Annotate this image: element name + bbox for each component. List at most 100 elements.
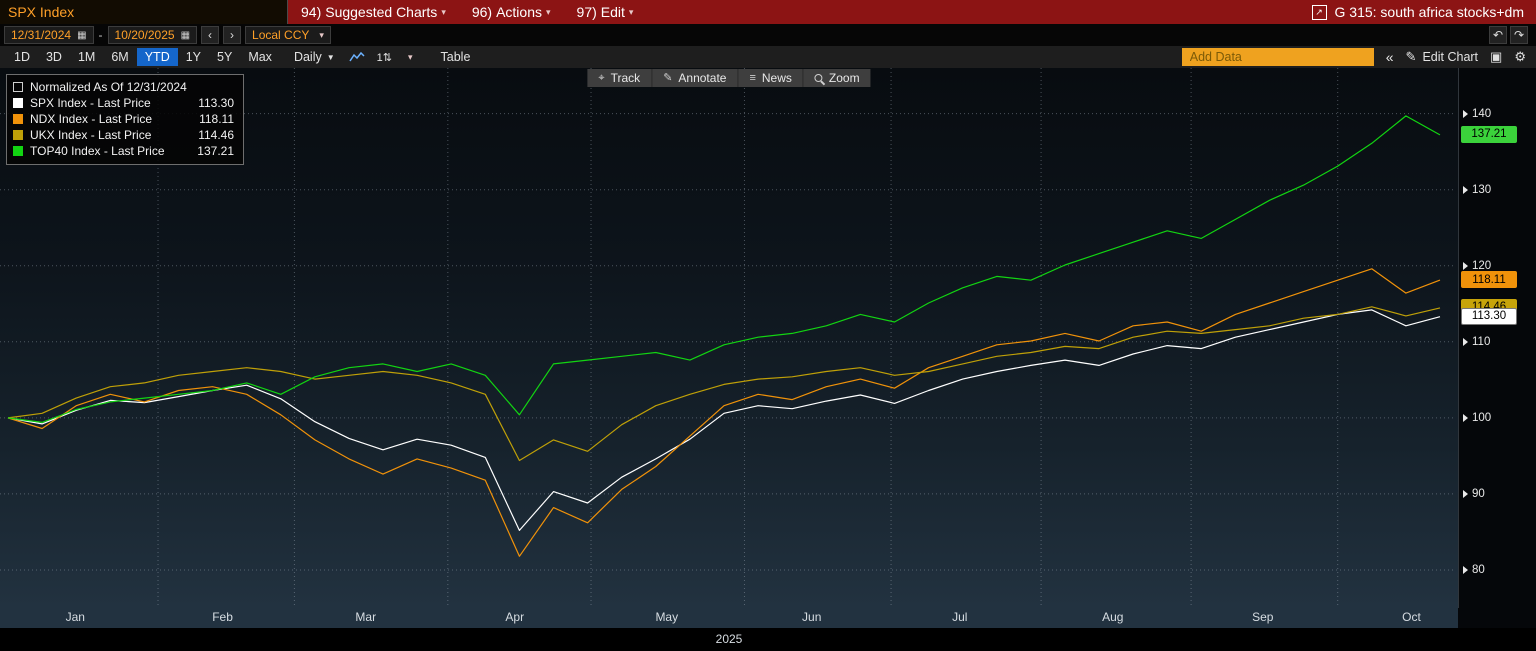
menu-actions[interactable]: 96) Actions ▾	[459, 0, 564, 24]
period-1m[interactable]: 1M	[77, 50, 96, 64]
launchpad-icon[interactable]: ↗	[1311, 4, 1327, 20]
y-tick-label: 90	[1463, 486, 1485, 502]
security-label: SPX Index	[8, 4, 75, 20]
edit-chart-button[interactable]: ✎ Edit Chart	[1406, 49, 1479, 65]
undo-button[interactable]: ↶	[1489, 26, 1507, 44]
date-separator: -	[98, 28, 103, 42]
plot-svg[interactable]	[0, 68, 1458, 608]
period-1y[interactable]: 1Y	[185, 50, 202, 64]
redo-icon: ↷	[1513, 28, 1525, 42]
layout-grid-icon[interactable]: ▣	[1490, 49, 1503, 64]
menu-number: 94)	[301, 4, 322, 20]
chart-title-area: ↗ G 315: south africa stocks+dm	[1311, 4, 1536, 20]
gear-icon[interactable]: ⚙	[1514, 49, 1526, 64]
x-axis[interactable]: Jan Feb Mar Apr May Jun Jul Aug Sep Oct	[0, 608, 1458, 628]
line-chart-type-button[interactable]	[343, 50, 371, 64]
zoom-label: Zoom	[828, 71, 860, 85]
last-price-badge: 113.30	[1461, 307, 1517, 325]
last-price-badge: 137.21	[1461, 125, 1517, 143]
menu-label: Actions	[496, 4, 542, 20]
edit-chart-label: Edit Chart	[1422, 50, 1479, 64]
x-month-label: Jun	[802, 610, 822, 624]
legend-item-top40[interactable]: TOP40 Index - Last Price 137.21	[13, 143, 234, 159]
legend-value: 137.21	[197, 144, 234, 158]
y-tick-label: 140	[1463, 106, 1491, 122]
x-month-label: Feb	[212, 610, 233, 624]
legend-item-spx[interactable]: SPX Index - Last Price 113.30	[13, 95, 234, 111]
frequency-value: Daily	[293, 50, 322, 64]
chart-legend: Normalized As Of 12/31/2024 SPX Index - …	[6, 74, 244, 165]
y-tick-label: 130	[1463, 182, 1491, 198]
chart-toolbar: 1D 3D 1M 6M YTD 1Y 5Y Max Daily ▼ 1⇅ ▾ T…	[0, 46, 1536, 68]
end-date-value: 10/20/2025	[114, 28, 175, 42]
y-axis[interactable]: 8090100110120130140137.21118.11114.46113…	[1458, 68, 1536, 608]
plot-region[interactable]: Normalized As Of 12/31/2024 SPX Index - …	[0, 68, 1458, 608]
annotate-label: Annotate	[678, 71, 727, 85]
collapse-panel-icon[interactable]: «	[1385, 49, 1394, 65]
period-ytd[interactable]: YTD	[136, 48, 178, 66]
period-3d[interactable]: 3D	[45, 50, 62, 64]
start-date-field[interactable]: 12/31/2024 ▦	[4, 26, 94, 44]
x-axis-row: Jan Feb Mar Apr May Jun Jul Aug Sep Oct	[0, 608, 1536, 628]
chevron-down-icon: ▾	[441, 6, 446, 17]
spx-swatch-icon	[13, 98, 23, 108]
ndx-swatch-icon	[13, 114, 23, 124]
chevron-down-icon: ▾	[546, 6, 551, 17]
currency-select[interactable]: Local CCY ▾	[245, 26, 331, 44]
menu-suggested-charts[interactable]: 94) Suggested Charts ▾	[288, 0, 459, 24]
y-tick-label: 120	[1463, 258, 1491, 274]
menu-edit[interactable]: 97) Edit ▾	[564, 0, 647, 24]
y-tick-label: 100	[1463, 410, 1491, 426]
track-label: Track	[610, 71, 641, 85]
redo-button[interactable]: ↷	[1510, 26, 1528, 44]
top40-swatch-icon	[13, 146, 23, 156]
date-bar: 12/31/2024 ▦ - 10/20/2025 ▦ ‹ › Local CC…	[0, 24, 1536, 46]
x-month-label: Aug	[1102, 610, 1124, 624]
period-6m[interactable]: 6M	[111, 50, 129, 64]
compare-axis-button[interactable]: 1⇅	[371, 50, 398, 65]
menu-number: 97)	[576, 4, 597, 20]
chart-area: Normalized As Of 12/31/2024 SPX Index - …	[0, 68, 1536, 608]
period-max[interactable]: Max	[248, 50, 272, 64]
end-date-field[interactable]: 10/20/2025 ▦	[107, 26, 198, 44]
checkbox-icon[interactable]	[13, 82, 23, 92]
news-lines-icon: ≡	[749, 71, 756, 84]
legend-title-row[interactable]: Normalized As Of 12/31/2024	[13, 79, 234, 95]
annotate-button[interactable]: ✎ Annotate	[652, 69, 738, 87]
news-button[interactable]: ≡ News	[738, 69, 803, 87]
track-button[interactable]: ⌖ Track	[587, 69, 652, 87]
legend-label: UKX Index - Last Price	[30, 128, 152, 142]
undo-icon: ↶	[1492, 28, 1504, 42]
zoom-button[interactable]: Zoom	[803, 69, 871, 87]
add-data-input[interactable]	[1181, 48, 1374, 66]
year-label: 2025	[715, 632, 743, 646]
magnifier-icon	[814, 74, 823, 82]
news-label: News	[761, 71, 792, 85]
chevron-down-icon: ▾	[408, 51, 413, 62]
line-chart-icon	[349, 51, 365, 62]
prev-period-button[interactable]: ‹	[201, 26, 220, 44]
legend-item-ukx[interactable]: UKX Index - Last Price 114.46	[13, 127, 234, 143]
legend-item-ndx[interactable]: NDX Index - Last Price 118.11	[13, 111, 234, 127]
frequency-select[interactable]: Daily ▼	[286, 48, 343, 66]
ukx-swatch-icon	[13, 130, 23, 140]
chevron-right-icon: ›	[230, 28, 235, 42]
chevron-down-icon: ▾	[319, 29, 324, 40]
table-button[interactable]: Table	[440, 50, 471, 64]
security-input[interactable]: SPX Index	[0, 0, 288, 24]
x-month-label: Jan	[65, 610, 85, 624]
legend-title: Normalized As Of 12/31/2024	[30, 80, 187, 94]
pencil-icon: ✎	[1405, 49, 1417, 64]
chart-type-dropdown[interactable]: ▾	[398, 51, 419, 64]
legend-label: NDX Index - Last Price	[30, 112, 153, 126]
x-month-label: Jul	[952, 610, 968, 624]
chart-footer: 2025	[0, 628, 1536, 651]
period-1d[interactable]: 1D	[14, 50, 30, 64]
menu-label: Suggested Charts	[325, 4, 438, 20]
period-5y[interactable]: 5Y	[217, 50, 233, 64]
currency-value: Local CCY	[252, 28, 310, 42]
next-period-button[interactable]: ›	[223, 26, 242, 44]
chart-name-label[interactable]: G 315: south africa stocks+dm	[1334, 4, 1524, 20]
toolbar-right: « ✎ Edit Chart ▣ ⚙	[1181, 48, 1530, 66]
legend-value: 114.46	[198, 128, 234, 142]
